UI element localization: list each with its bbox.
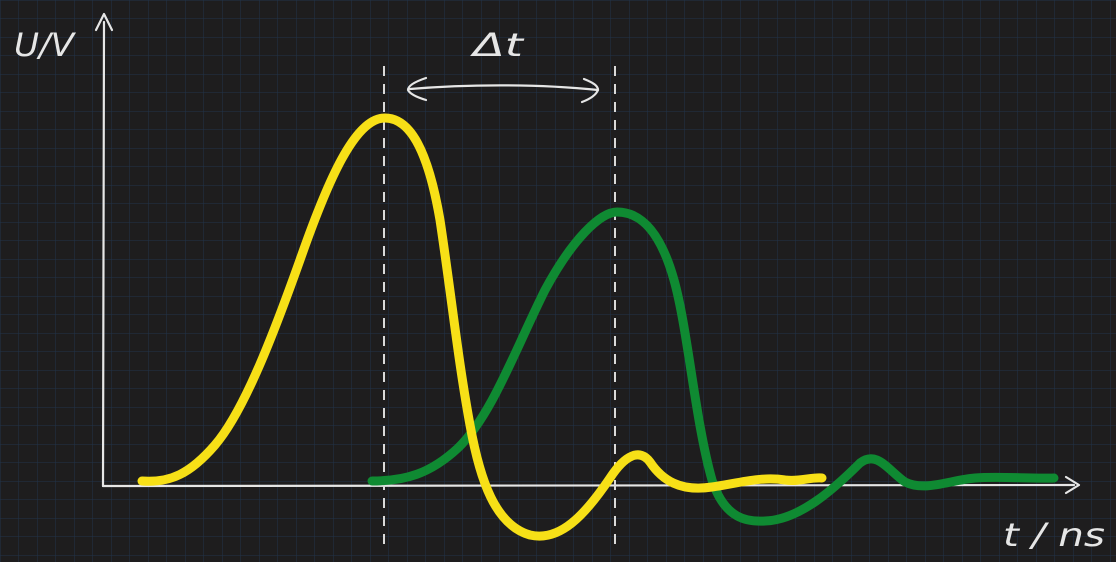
y-axis-label: U/V <box>14 26 76 64</box>
delta-t-label: Δt <box>469 26 525 64</box>
x-axis-label: t / ns <box>1003 516 1105 554</box>
delta-t-arrow-shaft <box>408 84 600 92</box>
y-axis-arrowhead <box>94 12 114 32</box>
delta-t-arrow-right-head <box>580 77 600 104</box>
green-pulse-curve <box>367 207 1059 526</box>
yellow-pulse-curve <box>137 113 827 541</box>
delta-t-arrow-left-head <box>406 76 428 102</box>
x-axis-arrowhead <box>1064 475 1081 495</box>
y-axis-line <box>101 20 106 488</box>
delta-t-arrow <box>406 76 600 104</box>
